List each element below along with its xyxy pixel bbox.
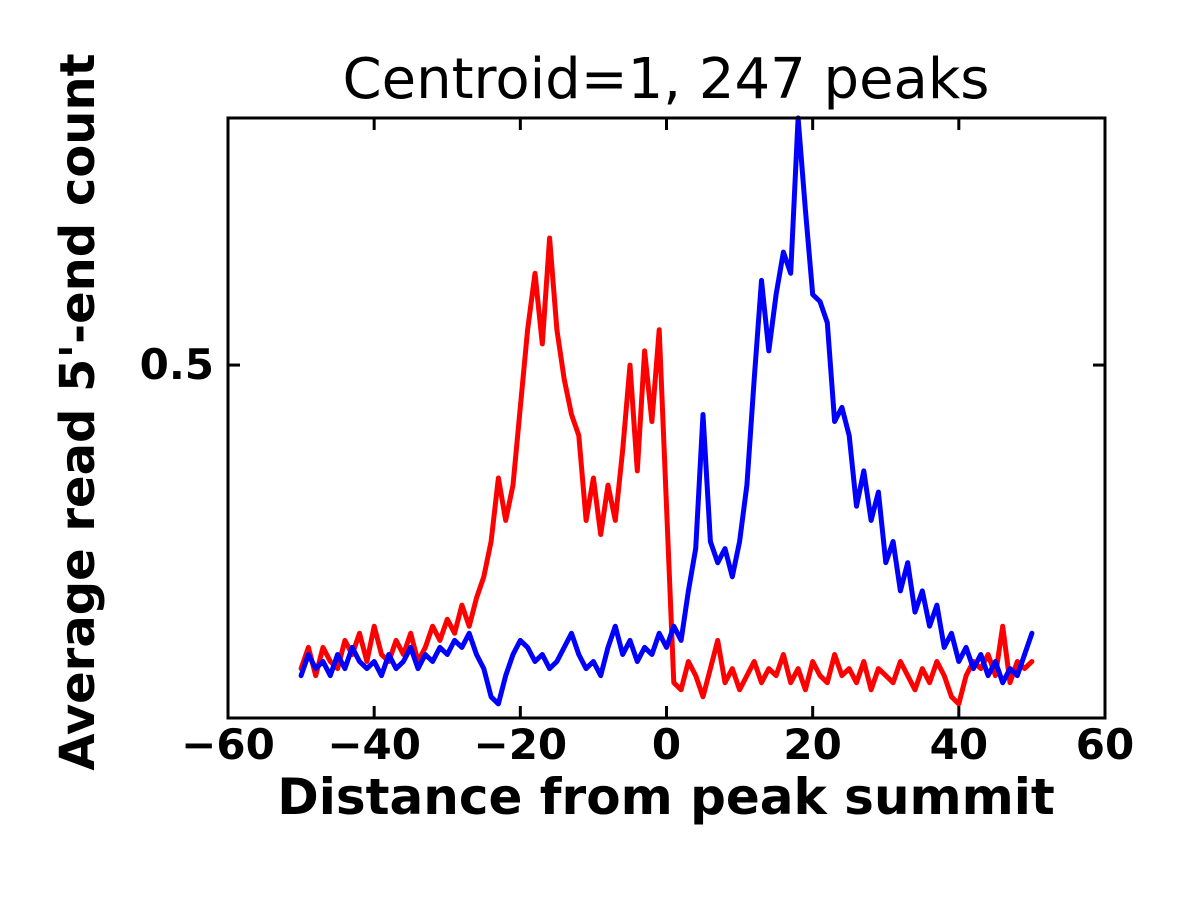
y-axis-label: Average read 5'-end count bbox=[50, 53, 106, 771]
chart-title: Centroid=1, 247 peaks bbox=[342, 47, 990, 112]
x-tick-label: −60 bbox=[181, 720, 275, 769]
series-red-line bbox=[298, 235, 1035, 707]
x-tick-label: −20 bbox=[473, 720, 568, 769]
x-tick-label: 0 bbox=[651, 720, 682, 769]
axis-frame bbox=[226, 116, 1107, 720]
x-tick-label: 40 bbox=[929, 720, 989, 769]
x-tick-label: −40 bbox=[327, 720, 421, 769]
y-tick-label: 0.5 bbox=[139, 340, 214, 390]
x-axis-label: Distance from peak summit bbox=[277, 768, 1055, 826]
series-blue-line bbox=[298, 115, 1035, 707]
x-tick-label: 20 bbox=[783, 720, 842, 769]
x-tick-label: 60 bbox=[1075, 720, 1135, 769]
